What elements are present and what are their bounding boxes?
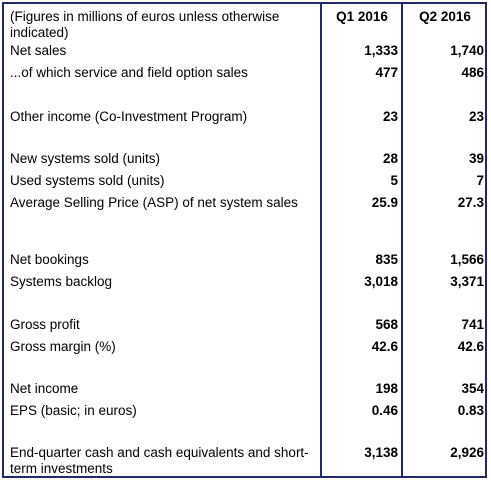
column-divider-label-q1 bbox=[320, 2, 322, 478]
row-value-q1-used-systems: 5 bbox=[390, 173, 398, 188]
row-label-net-income: Net income bbox=[10, 381, 79, 396]
row-value-q2-net-sales: 1,740 bbox=[450, 43, 484, 58]
row-value-q2-net-bookings: 1,566 bbox=[450, 252, 484, 267]
row-label-end-quarter-cash: End-quarter cash and cash equivalents an… bbox=[10, 445, 309, 476]
row-value-q1-new-systems: 28 bbox=[382, 151, 398, 166]
row-label-other-income: Other income (Co-Investment Program) bbox=[10, 109, 248, 124]
row-value-q2-gross-margin: 42.6 bbox=[457, 339, 484, 354]
row-value-q1-service-sales: 477 bbox=[375, 65, 398, 80]
row-value-q2-eps: 0.83 bbox=[457, 403, 484, 418]
row-label-net-bookings: Net bookings bbox=[10, 252, 89, 267]
row-label-gross-profit: Gross profit bbox=[10, 317, 80, 332]
row-value-q2-gross-profit: 741 bbox=[461, 317, 484, 332]
row-value-q2-systems-backlog: 3,371 bbox=[450, 274, 484, 289]
row-label-used-systems: Used systems sold (units) bbox=[10, 173, 165, 188]
row-value-q2-new-systems: 39 bbox=[468, 151, 484, 166]
row-value-q1-net-bookings: 835 bbox=[375, 252, 398, 267]
row-value-q2-asp: 27.3 bbox=[457, 195, 484, 210]
row-value-q1-systems-backlog: 3,018 bbox=[364, 274, 398, 289]
row-value-q1-eps: 0.46 bbox=[371, 403, 398, 418]
row-value-q2-service-sales: 486 bbox=[461, 65, 484, 80]
row-value-q1-gross-profit: 568 bbox=[375, 317, 398, 332]
row-value-q1-gross-margin: 42.6 bbox=[371, 339, 398, 354]
row-value-q1-asp: 25.9 bbox=[371, 195, 398, 210]
row-label-new-systems: New systems sold (units) bbox=[10, 151, 161, 166]
table-frame bbox=[2, 2, 487, 478]
row-label-asp: Average Selling Price (ASP) of net syste… bbox=[10, 195, 298, 210]
row-value-q2-net-income: 354 bbox=[461, 381, 484, 396]
column-divider-q1-q2 bbox=[401, 2, 403, 478]
row-label-net-sales: Net sales bbox=[10, 43, 67, 58]
row-value-q1-other-income: 23 bbox=[382, 109, 398, 124]
row-value-q1-net-income: 198 bbox=[375, 381, 398, 396]
row-label-eps: EPS (basic; in euros) bbox=[10, 403, 137, 418]
header-q1-2016: Q1 2016 bbox=[336, 9, 388, 24]
header-q2-2016: Q2 2016 bbox=[419, 9, 471, 24]
row-label-gross-margin: Gross margin (%) bbox=[10, 339, 116, 354]
row-label-systems-backlog: Systems backlog bbox=[10, 274, 113, 289]
row-value-q2-other-income: 23 bbox=[468, 109, 484, 124]
row-label-service-sales: ...of which service and field option sal… bbox=[10, 65, 248, 80]
row-value-q2-used-systems: 7 bbox=[476, 173, 484, 188]
header-label: (Figures in millions of euros unless oth… bbox=[10, 9, 280, 40]
row-value-q1-end-quarter-cash: 3,138 bbox=[364, 445, 398, 460]
row-value-q2-end-quarter-cash: 2,926 bbox=[450, 445, 484, 460]
row-value-q1-net-sales: 1,333 bbox=[364, 43, 398, 58]
